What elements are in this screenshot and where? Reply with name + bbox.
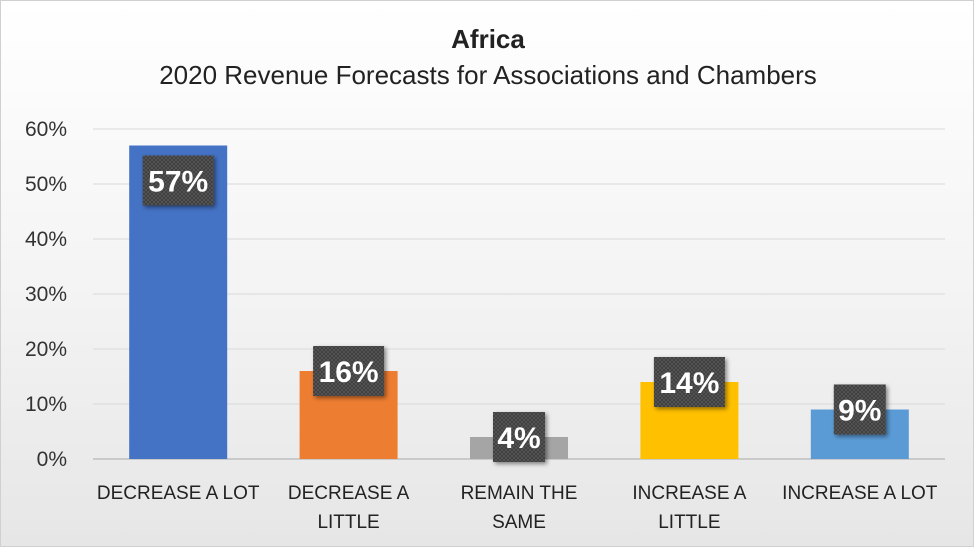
- x-category-label-1-1: LITTLE: [317, 512, 379, 533]
- y-tick-label-60: 60%: [25, 118, 67, 141]
- data-label-4: 9%: [838, 395, 881, 428]
- y-tick-label-0: 0%: [37, 448, 67, 471]
- y-tick-label-30: 30%: [25, 283, 67, 306]
- data-label-box-2: [493, 412, 545, 462]
- data-label-box-0: [142, 155, 214, 206]
- x-category-label-2-0: REMAIN THE: [461, 483, 578, 504]
- x-category-label-4-0: INCREASE A LOT: [782, 483, 938, 504]
- y-tick-label-40: 40%: [25, 228, 67, 251]
- data-label-2: 4%: [497, 422, 540, 455]
- y-tick-label-10: 10%: [25, 393, 67, 416]
- y-tick-label-50: 50%: [25, 173, 67, 196]
- chart-title: Africa: [451, 24, 525, 54]
- chart-subtitle: 2020 Revenue Forecasts for Associations …: [159, 60, 817, 90]
- data-label-box-1: [313, 346, 385, 396]
- data-label-1: 16%: [319, 356, 379, 389]
- x-category-label-3-0: INCREASE A: [632, 483, 746, 504]
- y-tick-label-20: 20%: [25, 338, 67, 361]
- chart-title-block: Africa 2020 Revenue Forecasts for Associ…: [1, 21, 974, 93]
- data-label-box-4: [833, 384, 886, 435]
- data-label-0: 57%: [148, 166, 208, 199]
- x-category-label-3-1: LITTLE: [658, 512, 720, 533]
- x-category-label-2-1: SAME: [492, 512, 546, 533]
- data-label-box-3: [653, 357, 725, 407]
- x-category-label-0-0: DECREASE A LOT: [97, 483, 260, 504]
- data-label-3: 14%: [659, 367, 719, 400]
- x-category-label-1-0: DECREASE A: [288, 483, 410, 504]
